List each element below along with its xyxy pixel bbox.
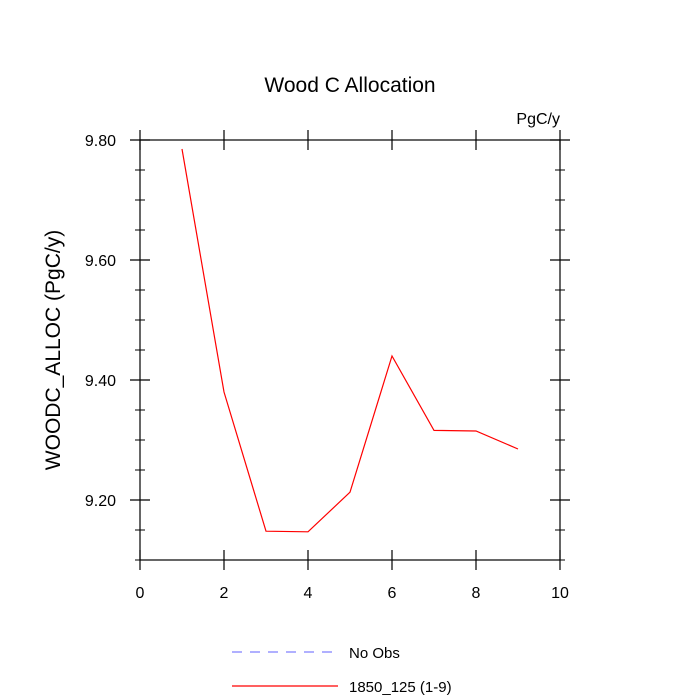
series-lines bbox=[181, 148, 519, 533]
legend: No Obs 1850_125 (1-9) bbox=[232, 645, 452, 696]
y-tick-label: 9.40 bbox=[85, 373, 116, 390]
x-tick-label: 2 bbox=[220, 585, 229, 602]
y-tick-label: 9.80 bbox=[85, 133, 116, 150]
y-axis-tick-labels: 9.20 9.40 9.60 9.80 bbox=[85, 133, 116, 510]
x-tick-label: 8 bbox=[472, 585, 481, 602]
y-tick-label: 9.20 bbox=[85, 493, 116, 510]
plot-frame bbox=[139, 139, 561, 561]
x-tick-label: 0 bbox=[136, 585, 145, 602]
x-axis-tick-labels: 0 2 4 6 8 10 bbox=[136, 585, 569, 602]
y-axis-label: WOODC_ALLOC (PgC/y) bbox=[42, 230, 65, 470]
series-line bbox=[181, 148, 519, 533]
legend-label: 1850_125 (1-9) bbox=[349, 679, 452, 696]
y-tick-label: 9.60 bbox=[85, 253, 116, 270]
x-tick-label: 4 bbox=[304, 585, 313, 602]
x-axis-ticks bbox=[139, 130, 561, 570]
units-label: PgC/y bbox=[516, 111, 560, 128]
x-tick-label: 10 bbox=[551, 585, 569, 602]
y-axis-ticks bbox=[130, 139, 570, 561]
x-tick-label: 6 bbox=[388, 585, 397, 602]
legend-label: No Obs bbox=[349, 645, 400, 662]
chart-title: Wood C Allocation bbox=[264, 74, 435, 97]
